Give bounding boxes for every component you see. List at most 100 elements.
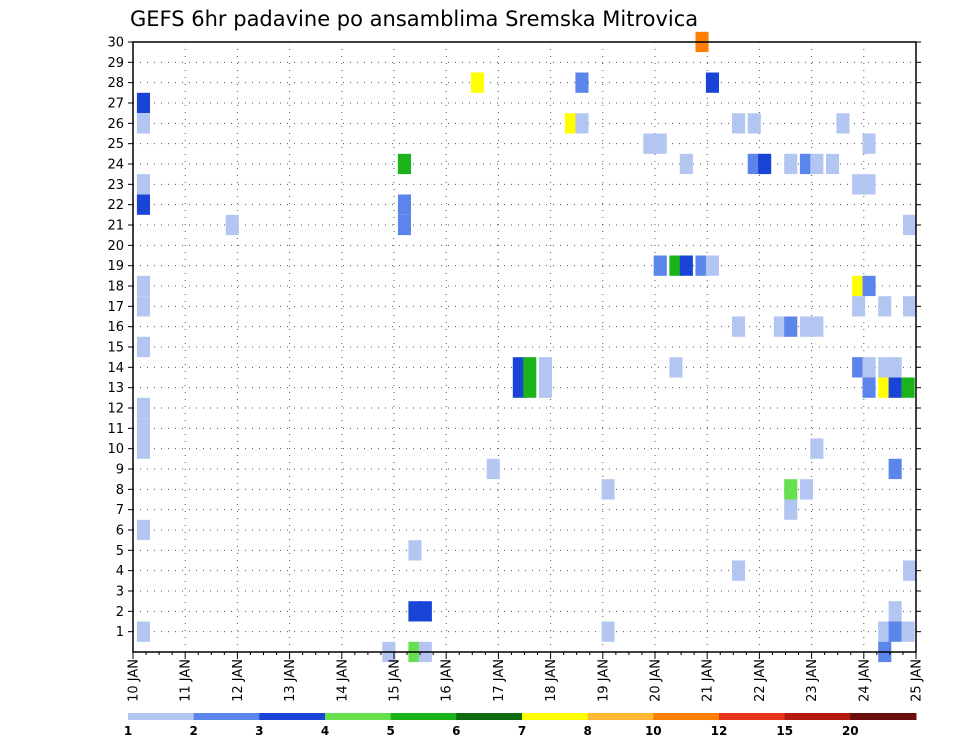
legend-swatch [587,713,654,720]
y-tick-label: 25 [107,137,124,152]
ensemble-cell [679,153,693,175]
ensemble-cell [862,174,876,195]
ensemble-cell [136,174,150,195]
ensemble-cell [732,560,746,581]
ensemble-cell [852,275,866,297]
y-tick-label: 7 [116,503,124,518]
color-legend: 1 2 3 4 5 6 7 8 10 12 15 20 [124,713,917,738]
y-tick-label: 22 [107,198,124,213]
ensemble-cell [601,621,615,642]
ensemble-cell [669,357,683,378]
x-tick-label: 19 JAN [596,659,611,702]
y-tick-label: 5 [116,544,124,559]
ensemble-cell [784,499,798,520]
y-tick-label: 15 [107,341,124,356]
ensemble-cell [888,458,902,480]
ensemble-cell [878,621,892,642]
y-axis-ticks: 1234567891011121314151617181920212223242… [107,36,921,640]
y-tick-label: 30 [107,36,124,51]
ensemble-cell [136,194,150,215]
y-tick-label: 28 [107,76,124,91]
x-tick-label: 25 JAN [910,659,925,702]
ensemble-cell [852,174,866,195]
ensemble-cell [758,153,772,175]
ensemble-cell [862,275,876,297]
x-tick-label: 15 JAN [388,659,403,702]
ensemble-cell [732,316,746,337]
ensemble-cell [523,357,537,378]
legend-label: 7 [518,724,526,738]
ensemble-cell [136,275,150,297]
ensemble-cell [888,621,902,642]
ensemble-cell [878,357,892,378]
y-tick-label: 26 [107,117,124,132]
ensemble-cell [643,133,657,154]
legend-swatch [653,713,720,720]
ensemble-cell [136,296,150,317]
x-tick-label: 17 JAN [492,659,507,702]
legend-swatch [784,713,851,720]
ensemble-cell [136,438,150,459]
ensemble-cell [136,397,150,419]
ensemble-cell [862,133,876,154]
ensemble-cell [862,377,876,398]
ensemble-cell [136,418,150,439]
y-tick-label: 17 [107,300,124,315]
ensemble-cell [653,133,667,154]
legend-swatch [128,713,195,720]
ensemble-cell [836,113,850,134]
legend-swatch [719,713,786,720]
y-tick-label: 3 [116,585,124,600]
ensemble-cell [397,214,411,236]
chart-title: GEFS 6hr padavine po ansamblima Sremska … [130,7,698,31]
ensemble-cell [903,296,917,317]
ensemble-cell [397,153,411,175]
y-tick-label: 8 [116,483,124,498]
legend-swatch [850,713,917,720]
ensemble-cell [669,255,683,276]
ensemble-cells [136,31,917,663]
legend-swatch [325,713,392,720]
ensemble-cell [888,601,902,622]
ensemble-cell [810,153,824,175]
legend-label: 5 [387,724,395,738]
ensemble-cell [852,357,866,378]
ensemble-cell [784,316,798,337]
ensemble-cell [136,336,150,358]
ensemble-cell [225,214,239,236]
legend-label: 10 [645,724,662,738]
x-tick-label: 10 JAN [127,659,142,702]
y-tick-label: 1 [116,625,124,640]
x-tick-label: 13 JAN [283,659,298,702]
y-tick-label: 4 [116,564,124,579]
x-tick-label: 16 JAN [440,659,455,702]
ensemble-cell [732,113,746,134]
ensemble-cell [486,458,500,480]
ensemble-cell [747,113,761,134]
ensemble-cell [512,357,526,378]
ensemble-cell [810,316,824,337]
y-tick-label: 2 [116,605,124,620]
x-tick-label: 18 JAN [544,659,559,702]
y-tick-label: 16 [107,320,124,335]
ensemble-cell [397,194,411,215]
ensemble-cell [773,316,787,337]
ensemble-cell [901,377,915,398]
x-tick-label: 20 JAN [649,659,664,702]
ensemble-cell [575,113,589,134]
legend-label: 8 [584,724,592,738]
legend-label: 1 [124,724,132,738]
y-tick-label: 14 [107,361,124,376]
y-tick-label: 29 [107,56,124,71]
y-tick-label: 23 [107,178,124,193]
ensemble-cell [799,479,813,500]
ensemble-cell [575,72,589,93]
legend-label: 4 [321,724,329,738]
legend-swatch [456,713,523,720]
x-tick-label: 21 JAN [701,659,716,702]
ensemble-cell [903,214,917,236]
y-tick-label: 19 [107,259,124,274]
y-tick-label: 9 [116,463,124,478]
ensemble-cell [679,255,693,276]
